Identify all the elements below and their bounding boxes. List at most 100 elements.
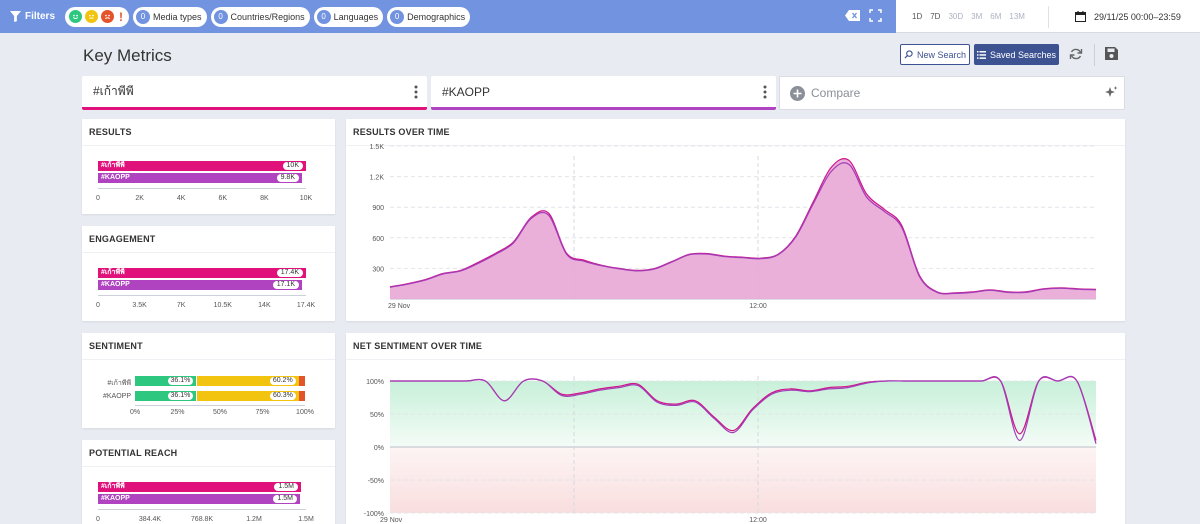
x-tick-label: 29 Nov <box>380 517 403 524</box>
filters-button[interactable]: Filters <box>10 11 55 22</box>
metric-bar[interactable]: #เก้าพีพี 17.4K <box>98 268 306 278</box>
demographics-filter[interactable]: 0 Demographics <box>387 6 471 27</box>
compare-label: Compare <box>811 86 861 100</box>
axis-tick-label: 10.5K <box>213 302 232 309</box>
refresh-icon[interactable] <box>1069 47 1083 61</box>
axis-tick-label: 50% <box>212 409 228 416</box>
bar-value: 10K <box>282 162 303 170</box>
area-series-1 <box>390 158 1096 299</box>
line-series-2 <box>389 375 1097 444</box>
results-card: RESULTS #เก้าพีพี 10K #KAOPP 9.8K 0 2K 4K 6K 8K 1… <box>82 119 335 214</box>
languages-label: Languages <box>333 11 379 22</box>
range-1d[interactable]: 1D <box>912 12 923 21</box>
sentiment-segment-negative[interactable] <box>298 391 305 401</box>
new-search-button[interactable]: New Search <box>900 44 970 65</box>
media-types-label: Media types <box>153 11 202 22</box>
card-separator <box>82 466 335 467</box>
bar-value: 17.4K <box>276 269 303 277</box>
funnel-icon <box>10 11 21 22</box>
card-separator <box>346 359 1125 360</box>
sentiment-query-label: #เก้าพีพี <box>107 380 131 387</box>
axis-tick-label: 6K <box>218 195 228 202</box>
page-title: Key Metrics <box>83 46 172 65</box>
query-tab-2-label: #KAOPP <box>442 84 491 99</box>
range-30d[interactable]: 30D <box>948 12 964 21</box>
axis-tick-label: 17.4K <box>296 302 316 309</box>
fullscreen-icon[interactable] <box>869 9 882 22</box>
y-tick-label: 600 <box>372 236 384 243</box>
save-icon[interactable] <box>1105 47 1118 60</box>
saved-searches-button[interactable]: Saved Searches <box>974 44 1059 65</box>
card-separator <box>82 359 335 360</box>
engagement-title: ENGAGEMENT <box>89 234 156 244</box>
y-tick-label: -100% <box>364 511 384 518</box>
bar-value: 1.5M <box>273 495 297 503</box>
sentiment-segment-positive[interactable]: 36.1% <box>135 391 197 401</box>
bar-query-label: #KAOPP <box>101 174 130 181</box>
metric-bar[interactable]: #เก้าพีพี 10K <box>98 161 306 171</box>
results-over-time-card: RESULTS OVER TIME 1.5K 1.2K 900 600 300 29 No… <box>346 119 1125 321</box>
results-title: RESULTS <box>89 127 132 137</box>
top-bar: Filters ! 0 Media types 0 Countries/Region… <box>0 0 1200 33</box>
header-divider <box>1094 44 1095 66</box>
sentiment-bar[interactable]: 36.1% 60.3% <box>135 391 305 401</box>
saved-searches-label: Saved Searches <box>989 49 1057 60</box>
calendar-icon <box>1075 11 1086 22</box>
y-tick-label: 1.2K <box>370 175 385 182</box>
sentiment-segment-positive[interactable]: 36.1% <box>135 376 197 386</box>
kebab-menu-icon[interactable] <box>763 85 767 99</box>
range-13m[interactable]: 13M <box>1009 12 1025 21</box>
media-types-filter[interactable]: 0 Media types <box>133 6 207 27</box>
axis-tick-label: 768.8K <box>190 516 214 523</box>
bar-axis <box>98 509 306 510</box>
axis-tick-label: 1.2M <box>246 516 262 523</box>
metric-bar[interactable]: #KAOPP 17.1K <box>98 280 302 290</box>
sentiment-segment-neutral[interactable]: 60.3% <box>196 391 299 401</box>
y-tick-label: 0% <box>374 445 384 452</box>
languages-filter[interactable]: 0 Languages <box>313 6 384 27</box>
countries-count: 0 <box>213 9 228 24</box>
reach-card: POTENTIAL REACH #เก้าพีพี 1.5M #KAOPP 1.5M 0… <box>82 440 335 524</box>
clear-filters-icon[interactable] <box>845 10 860 21</box>
metric-bar[interactable]: #KAOPP 1.5M <box>98 494 300 504</box>
query-tab-2[interactable]: #KAOPP <box>431 76 776 110</box>
bar-axis <box>98 188 306 189</box>
net-sentiment-chart: 100% 50% 0% -50% -100%29 Nov 12:00 <box>364 375 1097 524</box>
bar-value: 17.1K <box>272 281 299 289</box>
neutral-face-icon <box>85 10 99 23</box>
range-6m[interactable]: 6M <box>990 12 1002 21</box>
bar-query-label: #เก้าพีพี <box>101 162 125 169</box>
compare-tab[interactable]: Compare <box>779 76 1125 110</box>
bar-query-label: #KAOPP <box>101 495 130 502</box>
y-tick-label: 1.5K <box>370 144 385 151</box>
bar-axis <box>98 295 306 296</box>
sentiment-segment-neutral[interactable]: 60.2% <box>196 376 299 386</box>
axis-tick-label: 384.4K <box>138 516 162 523</box>
kebab-menu-icon[interactable] <box>414 85 418 99</box>
range-7d[interactable]: 7D <box>930 12 941 21</box>
countries-filter[interactable]: 0 Countries/Regions <box>210 6 310 27</box>
axis-tick-label: 75% <box>255 409 270 416</box>
date-picker[interactable]: 29/11/25 00:00–23:59 <box>1075 0 1181 33</box>
demographics-count: 0 <box>390 9 405 24</box>
metric-bar[interactable]: #เก้าพีพี 1.5M <box>98 482 301 492</box>
sentiment-bar[interactable]: 36.1% 60.2% <box>135 376 305 386</box>
axis-tick-label: 0 <box>96 302 100 309</box>
results-over-time-title: RESULTS OVER TIME <box>353 127 450 137</box>
countries-label: Countries/Regions <box>230 11 305 22</box>
sentiment-segment-negative[interactable] <box>298 376 305 386</box>
axis-tick-label: 25% <box>170 409 185 416</box>
query-tab-1[interactable]: #เก้าพีพี <box>82 76 427 110</box>
sentiment-filter[interactable]: ! <box>65 6 130 27</box>
metric-bar[interactable]: #KAOPP 9.8K <box>98 173 302 183</box>
media-types-count: 0 <box>136 9 151 24</box>
date-range-text: 29/11/25 00:00–23:59 <box>1094 11 1181 22</box>
bar-value: 1.5M <box>274 483 298 491</box>
sentiment-percent-label: 60.3% <box>270 392 296 400</box>
axis-tick-label: 4K <box>176 195 186 202</box>
axis-tick-label: 14K <box>258 302 271 309</box>
sparkle-icon[interactable] <box>1105 86 1118 99</box>
engagement-card: ENGAGEMENT #เก้าพีพี 17.4K #KAOPP 17.1K 0 3.5… <box>82 226 335 321</box>
range-3m[interactable]: 3M <box>971 12 983 21</box>
filters-label: Filters <box>25 11 56 22</box>
